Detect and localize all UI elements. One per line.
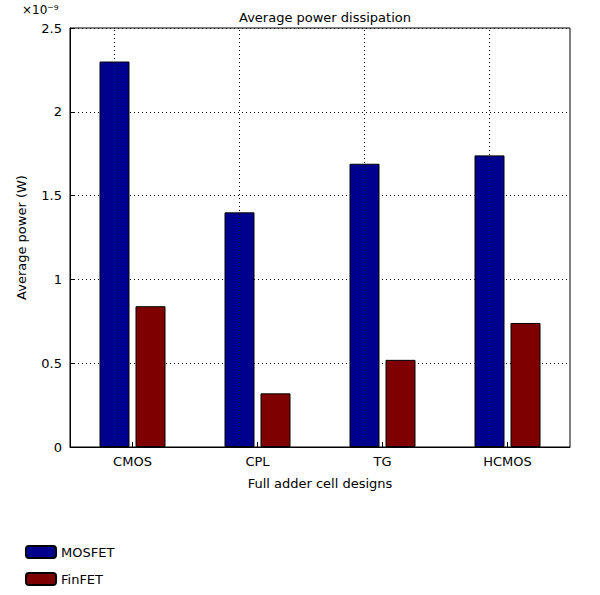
svg-text:FinFET: FinFET xyxy=(61,572,103,587)
svg-text:Average power (W): Average power (W) xyxy=(14,175,29,300)
svg-text:2.5: 2.5 xyxy=(41,21,62,36)
svg-text:2: 2 xyxy=(54,104,62,119)
svg-text:0.5: 0.5 xyxy=(41,356,62,371)
svg-text:TG: TG xyxy=(372,454,391,469)
svg-text:1.5: 1.5 xyxy=(41,188,62,203)
svg-text:MOSFET: MOSFET xyxy=(61,545,114,560)
svg-text:CPL: CPL xyxy=(245,454,270,469)
svg-text:Average power dissipation: Average power dissipation xyxy=(239,10,411,25)
svg-text:HCMOS: HCMOS xyxy=(483,454,532,469)
svg-text:0: 0 xyxy=(54,440,62,455)
svg-text:Full adder cell designs: Full adder cell designs xyxy=(248,476,393,491)
svg-text:CMOS: CMOS xyxy=(113,454,152,469)
svg-text:×10⁻⁹: ×10⁻⁹ xyxy=(22,3,59,17)
svg-text:1: 1 xyxy=(54,272,62,287)
